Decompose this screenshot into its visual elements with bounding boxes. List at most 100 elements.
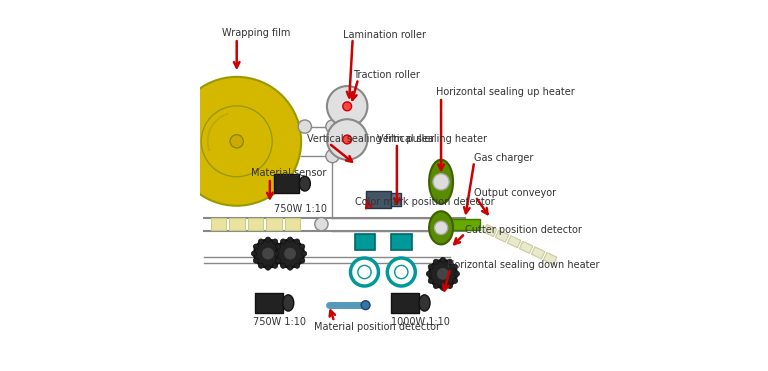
Circle shape (259, 263, 263, 268)
Ellipse shape (429, 160, 453, 204)
Circle shape (261, 247, 275, 260)
Circle shape (276, 240, 304, 267)
Circle shape (283, 247, 296, 260)
Circle shape (361, 301, 370, 309)
Text: Horizontal sealing up heater: Horizontal sealing up heater (435, 86, 574, 96)
Circle shape (433, 174, 449, 190)
Circle shape (429, 278, 433, 283)
Circle shape (387, 258, 415, 286)
Circle shape (343, 102, 352, 111)
Circle shape (280, 263, 286, 268)
Circle shape (287, 237, 293, 242)
Circle shape (273, 263, 277, 268)
Text: Vertical sealing heater: Vertical sealing heater (376, 134, 487, 144)
FancyBboxPatch shape (266, 218, 282, 230)
Circle shape (277, 258, 283, 263)
Text: Material position detector: Material position detector (314, 322, 440, 332)
Circle shape (280, 239, 286, 244)
Circle shape (440, 257, 445, 262)
FancyBboxPatch shape (519, 241, 533, 253)
FancyBboxPatch shape (285, 218, 300, 230)
FancyBboxPatch shape (508, 236, 521, 248)
FancyBboxPatch shape (255, 293, 283, 312)
Circle shape (201, 106, 272, 177)
FancyBboxPatch shape (483, 224, 497, 237)
FancyBboxPatch shape (392, 193, 401, 206)
Circle shape (429, 264, 433, 269)
Text: Wrapping film: Wrapping film (222, 28, 290, 38)
Circle shape (440, 285, 445, 290)
Circle shape (436, 267, 449, 280)
FancyBboxPatch shape (211, 218, 227, 230)
Circle shape (343, 135, 352, 144)
FancyBboxPatch shape (392, 293, 419, 312)
Circle shape (435, 221, 448, 234)
Circle shape (326, 120, 339, 133)
Circle shape (280, 251, 285, 256)
Circle shape (294, 239, 300, 244)
Circle shape (350, 258, 379, 286)
Circle shape (447, 259, 452, 264)
Text: Traction roller: Traction roller (353, 70, 419, 80)
Text: 750W 1:10: 750W 1:10 (253, 317, 306, 327)
Circle shape (253, 244, 259, 249)
Circle shape (266, 265, 270, 270)
Circle shape (254, 240, 282, 267)
Circle shape (433, 283, 439, 289)
FancyBboxPatch shape (366, 191, 392, 208)
Circle shape (433, 259, 439, 264)
Circle shape (253, 258, 259, 263)
Ellipse shape (283, 295, 294, 311)
FancyBboxPatch shape (273, 174, 300, 193)
Circle shape (395, 265, 408, 279)
FancyBboxPatch shape (450, 219, 480, 230)
Text: Lamination roller: Lamination roller (343, 30, 426, 40)
Circle shape (452, 278, 458, 283)
Circle shape (273, 251, 279, 256)
FancyBboxPatch shape (531, 247, 545, 259)
Circle shape (251, 251, 257, 256)
Text: Gas charger: Gas charger (474, 153, 534, 163)
Text: Cutter position detector: Cutter position detector (465, 225, 582, 235)
Ellipse shape (429, 211, 453, 244)
Circle shape (276, 244, 280, 249)
Circle shape (300, 258, 305, 263)
Circle shape (358, 265, 371, 279)
Text: Vertical sealing film puller: Vertical sealing film puller (306, 134, 434, 144)
Text: 750W 1:10: 750W 1:10 (273, 204, 326, 214)
Circle shape (259, 239, 263, 244)
Circle shape (455, 271, 459, 276)
Circle shape (326, 150, 339, 162)
Text: Horizontal sealing down heater: Horizontal sealing down heater (447, 260, 599, 270)
FancyBboxPatch shape (355, 234, 375, 250)
Text: Output conveyor: Output conveyor (474, 188, 556, 198)
Circle shape (230, 135, 243, 148)
Circle shape (300, 244, 305, 249)
Circle shape (273, 239, 277, 244)
FancyBboxPatch shape (230, 218, 245, 230)
Text: 1000W 1:10: 1000W 1:10 (392, 317, 450, 327)
Circle shape (298, 120, 312, 133)
Circle shape (287, 265, 293, 270)
FancyBboxPatch shape (544, 253, 557, 265)
FancyBboxPatch shape (392, 234, 412, 250)
Circle shape (426, 271, 432, 276)
Circle shape (429, 260, 457, 288)
Text: Color mark position detector: Color mark position detector (355, 197, 494, 207)
FancyBboxPatch shape (248, 218, 263, 230)
Circle shape (276, 258, 280, 263)
Ellipse shape (419, 295, 430, 311)
Circle shape (266, 237, 270, 242)
FancyBboxPatch shape (495, 230, 509, 242)
Circle shape (172, 77, 301, 206)
Circle shape (327, 86, 367, 127)
Circle shape (447, 283, 452, 289)
Text: Material sensor: Material sensor (251, 168, 327, 178)
Circle shape (327, 119, 367, 160)
Circle shape (277, 244, 283, 249)
Circle shape (315, 217, 328, 231)
Circle shape (302, 251, 306, 256)
Circle shape (294, 263, 300, 268)
Ellipse shape (300, 176, 310, 191)
Circle shape (452, 264, 458, 269)
